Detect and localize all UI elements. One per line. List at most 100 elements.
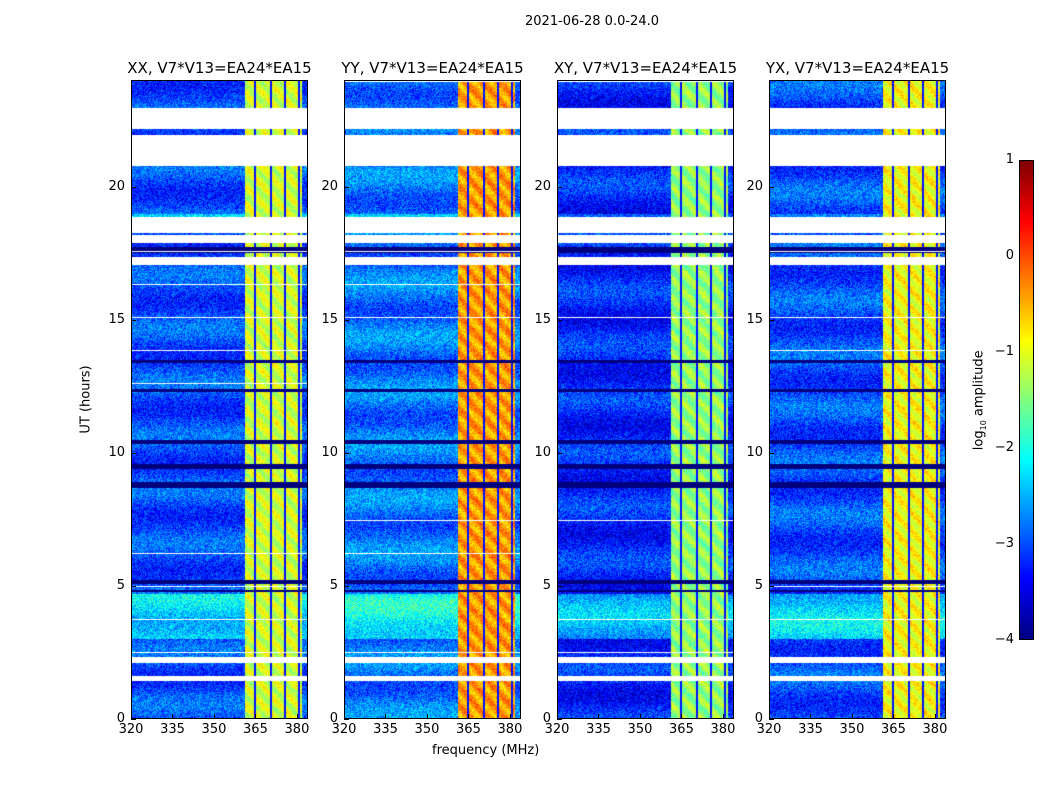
x-tick-mark — [509, 714, 511, 719]
colorbar-tick-label: −1 — [994, 344, 1014, 359]
y-tick-mark — [769, 319, 774, 321]
y-tick-label: 10 — [746, 444, 763, 460]
colorbar-label: log10 amplitude — [972, 350, 989, 450]
y-tick-mark — [344, 585, 349, 587]
x-tick-label: 320 — [544, 722, 570, 737]
y-tick-mark — [344, 186, 349, 188]
x-tick-label: 380 — [497, 722, 523, 737]
panel-title: XX, V7*V13=EA24*EA15 — [127, 59, 312, 77]
colorbar-tick-label: −2 — [994, 440, 1014, 455]
x-tick-label: 350 — [201, 722, 227, 737]
x-tick-label: 350 — [839, 722, 865, 737]
y-tick-mark — [557, 452, 562, 454]
colorbar-tick-label: 1 — [1005, 152, 1014, 167]
x-tick-label: 335 — [160, 722, 185, 737]
y-tick-label: 20 — [108, 178, 125, 194]
y-tick-mark — [557, 319, 562, 321]
y-tick-mark — [557, 186, 562, 188]
x-tick-label: 365 — [881, 722, 906, 737]
y-tick-mark — [131, 452, 136, 454]
x-tick-mark — [131, 714, 132, 719]
colorbar-tick-label: −4 — [994, 632, 1014, 647]
x-tick-label: 335 — [798, 722, 823, 737]
y-tick-label: 0 — [116, 711, 125, 726]
x-tick-label: 350 — [627, 722, 653, 737]
panel-title: YY, V7*V13=EA24*EA15 — [341, 59, 524, 77]
y-tick-label: 0 — [542, 711, 551, 726]
y-tick-label: 20 — [534, 178, 551, 194]
x-tick-label: 320 — [756, 722, 782, 737]
x-tick-mark — [810, 714, 812, 719]
colorbar-tick-label: −3 — [994, 536, 1014, 551]
x-tick-mark — [893, 714, 895, 719]
x-tick-mark — [598, 714, 600, 719]
x-tick-label: 320 — [118, 722, 144, 737]
y-tick-label: 10 — [108, 444, 125, 460]
spectrogram-heatmap — [770, 81, 945, 718]
spectrogram-heatmap — [132, 81, 307, 718]
y-tick-label: 15 — [321, 311, 338, 327]
colorbar-tick-label: 0 — [1005, 248, 1014, 263]
x-tick-mark — [681, 714, 683, 719]
y-axis-label: UT (hours) — [78, 365, 94, 434]
y-tick-label: 5 — [542, 577, 551, 593]
y-tick-label: 15 — [746, 311, 763, 327]
y-tick-mark — [769, 452, 774, 454]
y-tick-mark — [769, 186, 774, 188]
y-tick-label: 5 — [329, 577, 338, 593]
spectrogram-panel — [344, 80, 521, 719]
y-tick-label: 15 — [108, 311, 125, 327]
spectrogram-panel — [769, 80, 946, 719]
x-tick-mark — [722, 714, 724, 719]
y-tick-label: 10 — [534, 444, 551, 460]
x-tick-mark — [213, 714, 215, 719]
x-tick-mark — [255, 714, 257, 719]
x-tick-mark — [639, 714, 641, 719]
spectrogram-panel — [131, 80, 308, 719]
colorbar-label-tail: amplitude — [971, 350, 987, 421]
x-tick-label: 320 — [331, 722, 357, 737]
x-tick-mark — [385, 714, 387, 719]
x-tick-mark — [934, 714, 936, 719]
spectrogram-heatmap — [345, 81, 520, 718]
x-tick-mark — [296, 714, 298, 719]
panel-title: YX, V7*V13=EA24*EA15 — [765, 59, 950, 77]
y-tick-mark — [344, 319, 349, 321]
x-tick-mark — [851, 714, 853, 719]
spectrogram-heatmap — [558, 81, 733, 718]
x-tick-label: 365 — [456, 722, 481, 737]
x-tick-label: 350 — [414, 722, 440, 737]
y-tick-label: 20 — [321, 178, 338, 194]
y-tick-mark — [131, 719, 136, 720]
y-tick-mark — [131, 319, 136, 321]
y-tick-label: 0 — [329, 711, 338, 726]
x-tick-label: 380 — [710, 722, 736, 737]
y-tick-label: 10 — [321, 444, 338, 460]
x-tick-label: 335 — [586, 722, 611, 737]
y-tick-mark — [557, 585, 562, 587]
colorbar-label-sub: 10 — [979, 420, 989, 431]
y-tick-mark — [769, 719, 774, 720]
x-tick-label: 380 — [284, 722, 310, 737]
y-tick-mark — [131, 186, 136, 188]
y-tick-mark — [344, 719, 349, 720]
y-tick-label: 20 — [746, 178, 763, 194]
y-tick-label: 5 — [116, 577, 125, 593]
x-tick-label: 335 — [373, 722, 398, 737]
spectrogram-panel — [557, 80, 734, 719]
colorbar-label-main: log — [971, 430, 987, 451]
panel-title: XY, V7*V13=EA24*EA15 — [553, 59, 738, 77]
y-tick-mark — [131, 585, 136, 587]
y-tick-label: 0 — [754, 711, 763, 726]
colorbar — [1019, 160, 1034, 640]
y-tick-mark — [557, 719, 562, 720]
x-tick-label: 365 — [243, 722, 268, 737]
y-tick-label: 5 — [754, 577, 763, 593]
y-tick-mark — [769, 585, 774, 587]
x-tick-mark — [557, 714, 558, 719]
x-axis-label: frequency (MHz) — [432, 743, 540, 758]
x-tick-mark — [468, 714, 470, 719]
x-tick-mark — [172, 714, 174, 719]
x-tick-label: 380 — [922, 722, 948, 737]
